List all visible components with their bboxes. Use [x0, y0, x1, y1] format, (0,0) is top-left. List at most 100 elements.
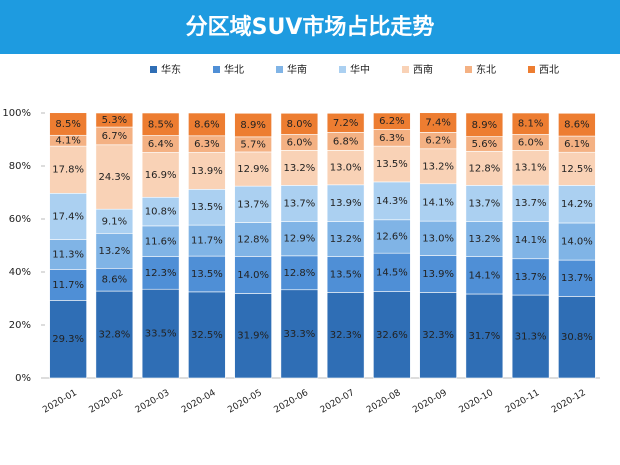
value-label: 6.1% [564, 139, 589, 150]
value-label: 13.7% [515, 198, 547, 209]
y-tick-label: 40% [9, 267, 31, 278]
value-label: 12.8% [283, 268, 315, 279]
bar-segment [511, 150, 550, 186]
bar-segment [234, 185, 272, 223]
bar-segment [465, 185, 504, 222]
legend-label: 华北 [224, 63, 244, 76]
value-label: 32.3% [330, 330, 362, 341]
legend-label: 西北 [539, 64, 559, 76]
bar-segment [188, 112, 226, 137]
value-label: 31.7% [468, 331, 500, 342]
value-label: 12.9% [237, 164, 269, 175]
value-label: 13.2% [330, 234, 362, 245]
value-label: 8.5% [148, 119, 173, 130]
bar-segment [49, 112, 87, 136]
value-label: 14.0% [237, 270, 269, 281]
bar-segment [141, 256, 180, 290]
legend-swatch [528, 66, 535, 73]
value-label: 7.2% [333, 118, 358, 129]
legend-label: 华南 [287, 63, 307, 76]
value-label: 13.7% [561, 273, 593, 284]
bar-segment [558, 222, 596, 261]
bar-segment [49, 269, 87, 301]
bar-segment [511, 112, 550, 135]
value-label: 11.7% [52, 280, 84, 291]
legend-swatch [402, 66, 409, 73]
x-tick-label: 2020-11 [504, 388, 542, 415]
bar-segment [558, 112, 596, 137]
value-label: 8.1% [518, 119, 543, 130]
value-label: 8.6% [102, 275, 127, 286]
value-label: 12.3% [145, 268, 177, 279]
value-label: 11.6% [145, 236, 177, 247]
bar-segment [326, 292, 365, 379]
value-label: 13.5% [191, 269, 223, 280]
bar-segment [558, 151, 596, 186]
bar-segment [234, 293, 272, 379]
y-tick-label: 60% [9, 214, 31, 225]
value-label: 8.6% [564, 120, 589, 131]
value-label: 17.4% [52, 211, 84, 222]
value-label: 6.3% [194, 139, 219, 150]
bar-segment [141, 112, 180, 136]
value-label: 13.2% [98, 246, 130, 257]
value-label: 6.2% [425, 136, 450, 147]
bar-segment [558, 296, 596, 379]
bar-segment [234, 222, 272, 257]
x-tick-label: 2020-04 [180, 388, 218, 416]
value-label: 33.3% [283, 329, 315, 340]
bar-segment [511, 221, 550, 260]
value-label: 12.8% [468, 163, 500, 174]
value-label: 8.9% [240, 120, 265, 131]
x-tick-label: 2020-02 [88, 388, 126, 415]
legend-label: 东北 [476, 63, 496, 76]
bar-segment [419, 183, 457, 222]
value-label: 8.6% [194, 119, 219, 130]
value-label: 9.1% [102, 216, 127, 227]
value-label: 12.6% [376, 231, 408, 242]
x-tick-label: 2020-08 [365, 388, 403, 416]
bar-segment [511, 294, 550, 379]
bar-segment [141, 288, 180, 379]
bar-segment [49, 145, 87, 194]
bar-segment [419, 112, 457, 133]
bar-segment [95, 290, 134, 379]
value-label: 6.3% [379, 133, 404, 144]
value-label: 13.9% [330, 198, 362, 209]
bar-segment [558, 259, 596, 297]
legend-label: 华东 [161, 63, 181, 76]
value-label: 5.6% [472, 139, 497, 150]
value-label: 14.1% [422, 197, 454, 208]
value-label: 13.5% [330, 270, 362, 281]
value-label: 29.3% [52, 334, 84, 345]
bar-segment [373, 181, 411, 221]
bar-segment [326, 112, 365, 133]
x-tick-label: 2020-12 [550, 388, 588, 415]
value-label: 32.8% [98, 330, 130, 341]
value-label: 13.1% [515, 163, 547, 174]
bar-segment [280, 150, 319, 186]
legend-swatch [150, 66, 157, 73]
y-tick-label: 100% [2, 108, 31, 119]
bar-segment [188, 291, 226, 379]
value-label: 13.0% [330, 163, 362, 174]
bar-segment [280, 255, 319, 291]
bar-segment [465, 293, 504, 379]
value-label: 12.9% [283, 234, 315, 245]
value-label: 13.7% [237, 199, 269, 210]
bar-segment [234, 256, 272, 294]
bar-segment [141, 196, 180, 227]
bar-segment [373, 252, 411, 292]
bar-segment [511, 184, 550, 222]
bar-segment [188, 255, 226, 293]
chart-title: 分区域SUV市场占比走势 [186, 14, 435, 40]
value-label: 13.2% [422, 161, 454, 172]
value-label: 8.9% [472, 120, 497, 131]
bar-segment [419, 220, 457, 256]
x-tick-label: 2020-03 [134, 388, 172, 415]
bar-segment [49, 192, 87, 240]
value-label: 7.4% [425, 118, 450, 129]
value-label: 32.3% [422, 330, 454, 341]
legend-swatch [213, 66, 220, 73]
bar-segment [95, 112, 134, 128]
